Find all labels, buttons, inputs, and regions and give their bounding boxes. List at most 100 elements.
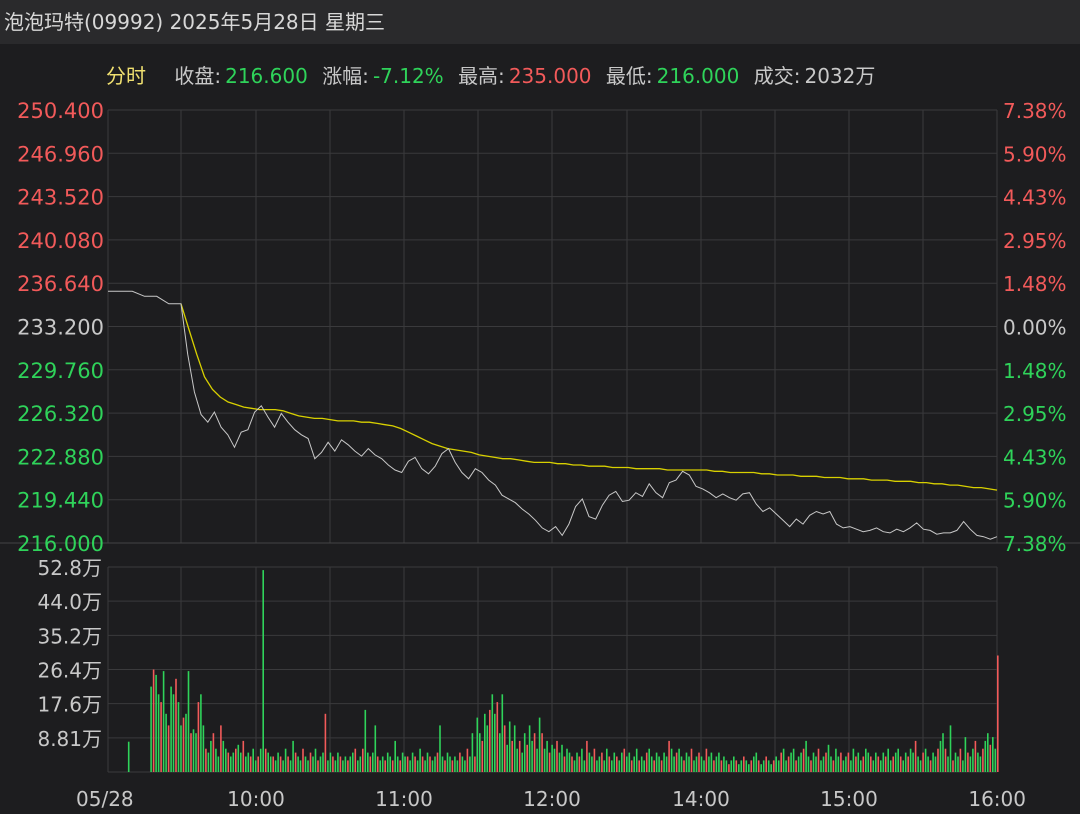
grid-lines <box>0 109 1080 773</box>
volume-bar <box>977 752 979 772</box>
volume-bar <box>635 748 638 772</box>
volume-bar <box>441 756 444 772</box>
volume-bar <box>957 756 959 772</box>
volume-bar <box>272 756 274 772</box>
volume-bar <box>613 752 616 772</box>
volume-bar <box>710 752 713 772</box>
volume-bar <box>850 760 852 772</box>
volume-bar <box>210 740 212 772</box>
volume-bar <box>369 756 372 772</box>
volume-bar <box>638 760 640 772</box>
volume-bar <box>665 756 668 772</box>
y-tick-label-left: 229.760 <box>17 359 104 383</box>
volume-bar <box>573 760 576 772</box>
volume-bar <box>429 756 431 772</box>
volume-bar <box>601 752 603 772</box>
volume-bar <box>899 756 902 772</box>
volume-bar <box>289 760 292 772</box>
volume-bar <box>929 760 932 772</box>
volume-tick-label: 44.0万 <box>37 590 102 614</box>
volume-bar <box>725 760 728 772</box>
change-label: 涨幅: <box>322 64 369 88</box>
volume-bar <box>160 702 162 772</box>
volume-bar <box>269 756 272 772</box>
volume-bar <box>708 756 710 772</box>
volume-bar <box>508 721 511 772</box>
volume-bar <box>623 748 626 772</box>
volume-bar <box>830 756 832 772</box>
volume-bar <box>247 752 250 772</box>
y-tick-label-right: 2.95% <box>1003 229 1067 253</box>
volume-bar <box>267 752 269 772</box>
volume-bar <box>127 741 130 772</box>
volume-bar <box>972 748 974 772</box>
volume-bar <box>381 756 384 772</box>
y-tick-label-left: 222.880 <box>17 445 104 469</box>
tab-intraday[interactable]: 分时 <box>106 64 146 88</box>
volume-bar <box>894 752 897 772</box>
volume-bar <box>630 760 633 772</box>
volume-bar <box>454 756 456 772</box>
volume-bar <box>812 752 815 772</box>
volume-bar <box>329 752 332 772</box>
volume-bar <box>399 760 401 772</box>
volume-bar <box>548 752 551 772</box>
volume-bar <box>817 748 820 772</box>
volume-bar <box>571 756 573 772</box>
volume-bar <box>249 756 252 772</box>
volume-bar <box>603 760 606 772</box>
volume-bar <box>195 733 197 772</box>
volume-bar <box>767 760 770 772</box>
volume-bar <box>367 752 369 772</box>
volume-bar <box>322 752 324 772</box>
volume-bar <box>668 740 670 772</box>
x-tick-label: 14:00 <box>672 787 730 811</box>
y-tick-label-right: 7.38% <box>1003 99 1067 123</box>
volume-bar <box>777 760 780 772</box>
title-bar: 泡泡玛特(09992) 2025年5月28日 星期三 <box>0 0 1080 44</box>
volume-bar <box>439 725 441 772</box>
volume-bar <box>162 671 165 772</box>
volume-bar <box>875 752 877 772</box>
volume-bar <box>396 756 399 772</box>
volume-bar <box>150 686 152 772</box>
volume-bar <box>997 655 999 772</box>
volume-bar <box>319 756 322 772</box>
volume-bar <box>254 760 257 772</box>
volume-bar <box>426 752 429 772</box>
volume-bar <box>576 752 578 772</box>
volume-bar <box>170 686 172 772</box>
volume-bar <box>528 725 531 772</box>
volume-bar <box>989 744 992 772</box>
volume-bar <box>608 756 611 772</box>
volume-bar <box>785 760 787 772</box>
volume-bar <box>982 748 984 772</box>
volume-bar <box>332 756 334 772</box>
volume-bar <box>822 756 825 772</box>
volume-bar <box>750 760 753 772</box>
volume-bar <box>673 756 675 772</box>
volume-bar <box>805 740 807 772</box>
volume-bar <box>827 744 830 772</box>
volume-bar <box>897 748 899 772</box>
volume-bar <box>944 748 947 772</box>
volume-bar <box>347 760 349 772</box>
volume-bar <box>845 756 847 772</box>
high-label: 最高: <box>458 64 505 88</box>
volume-bar <box>964 737 967 772</box>
volume-bar <box>521 752 523 772</box>
volume-bar <box>469 756 471 772</box>
volume-bar <box>593 748 596 772</box>
volume-bar <box>235 748 237 772</box>
volume-bar <box>772 760 775 772</box>
volume-bar <box>939 740 942 772</box>
volume-bar <box>309 752 312 772</box>
volume-bar <box>775 756 777 772</box>
volume-bar <box>513 725 516 772</box>
volume-bar <box>581 748 583 772</box>
volume-bar <box>299 760 302 772</box>
volume-bar <box>491 694 494 772</box>
volume-bar <box>645 752 648 772</box>
volume-bar <box>225 748 227 772</box>
